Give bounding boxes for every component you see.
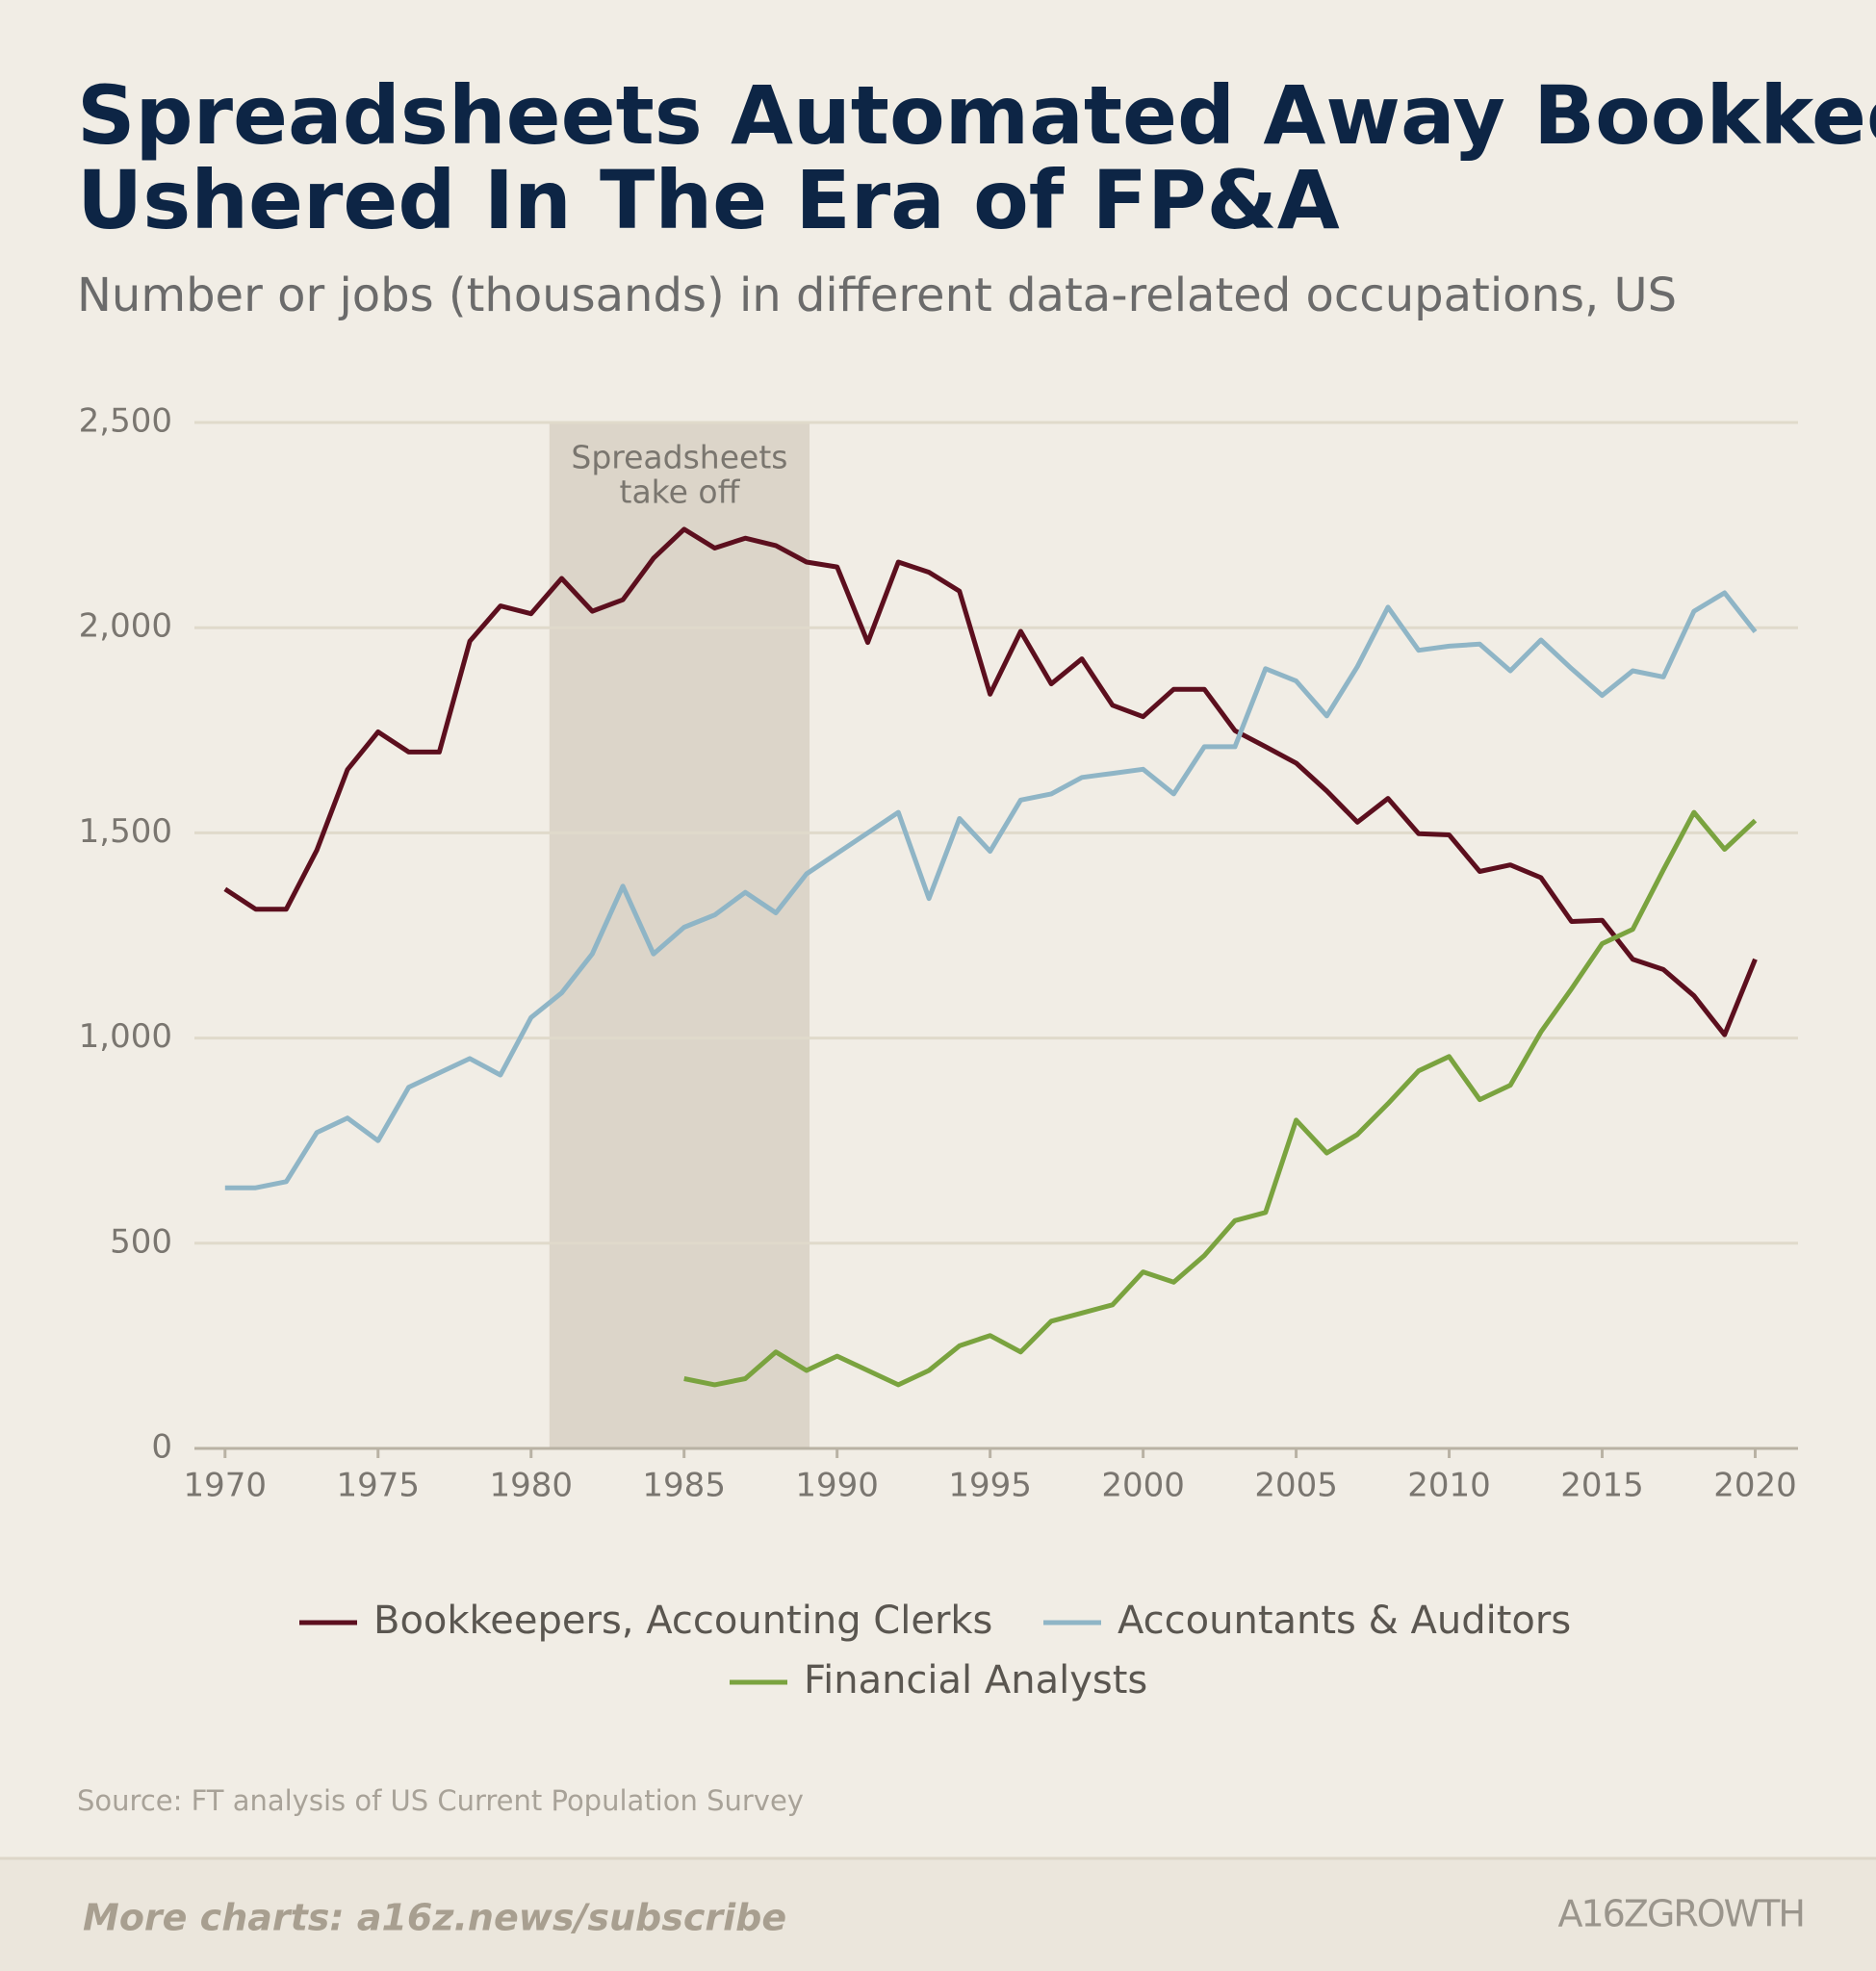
y-tick-label: 2,000 <box>79 607 172 646</box>
annotation-label: Spreadsheets <box>571 439 787 476</box>
x-tick-label: 1995 <box>948 1467 1032 1505</box>
y-tick-label: 1,500 <box>79 812 172 851</box>
y-tick-label: 500 <box>110 1222 172 1261</box>
source-note: Source: FT analysis of US Current Popula… <box>77 1784 804 1817</box>
series-line <box>683 809 1758 1388</box>
chart-subtitle: Number or jobs (thousands) in different … <box>77 269 1677 322</box>
x-tick-label: 2020 <box>1713 1467 1797 1505</box>
y-tick-label: 2,500 <box>79 402 172 441</box>
series-line <box>223 526 1758 1037</box>
x-tick-label: 2010 <box>1407 1467 1491 1505</box>
x-tick-label: 2015 <box>1560 1467 1644 1505</box>
legend-label: Financial Analysts <box>804 1658 1147 1702</box>
x-tick-label: 1990 <box>795 1467 879 1505</box>
x-tick-label: 1970 <box>184 1467 268 1505</box>
series-line <box>224 590 1758 1190</box>
x-tick-label: 1975 <box>336 1467 420 1505</box>
y-tick-label: 1,000 <box>79 1017 172 1056</box>
x-tick-label: 1980 <box>489 1467 573 1505</box>
footer-band <box>0 1858 1876 1971</box>
footer-logo: A16ZGROWTH <box>1558 1893 1805 1935</box>
footer-link[interactable]: More charts: a16z.news/subscribe <box>83 1897 786 1939</box>
annotation-band <box>549 422 810 1448</box>
legend-label: Bookkeepers, Accounting Clerks <box>373 1599 992 1643</box>
annotation-label: take off <box>620 474 741 511</box>
y-tick-label: 0 <box>151 1428 172 1467</box>
legend-label: Accountants & Auditors <box>1118 1599 1571 1643</box>
x-tick-label: 1985 <box>642 1467 726 1505</box>
chart-title: Spreadsheets Automated Away Bookkeepers,… <box>77 68 1876 163</box>
x-tick-label: 2000 <box>1101 1467 1185 1505</box>
chart-title: Ushered In The Era of FP&A <box>77 153 1340 247</box>
x-tick-label: 2005 <box>1254 1467 1338 1505</box>
